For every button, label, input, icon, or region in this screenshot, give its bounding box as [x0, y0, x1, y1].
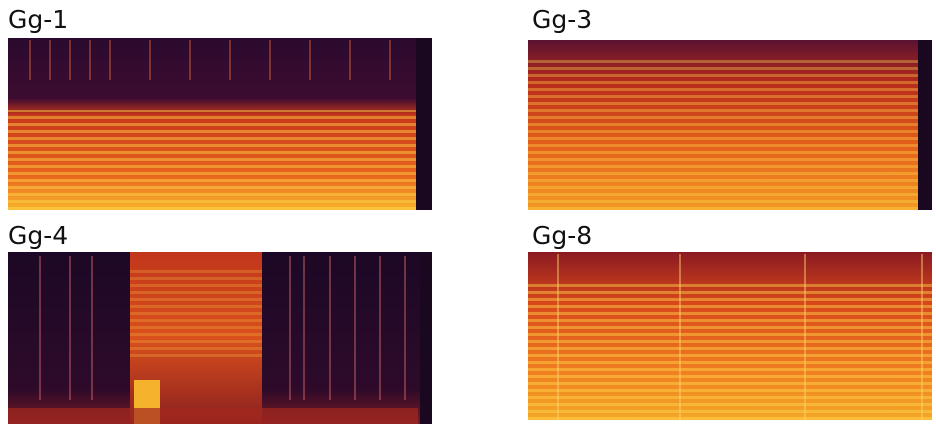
panel-label: Gg-1: [8, 5, 68, 34]
spectrogram: [528, 40, 932, 210]
panel-label: Gg-8: [532, 221, 592, 250]
spectrogram: [8, 38, 432, 210]
panel-label: Gg-4: [8, 221, 68, 250]
vertical-lines: [29, 40, 923, 420]
spectrogram: [8, 252, 432, 424]
spectrogram: [528, 252, 932, 420]
panel-label: Gg-3: [532, 5, 592, 34]
